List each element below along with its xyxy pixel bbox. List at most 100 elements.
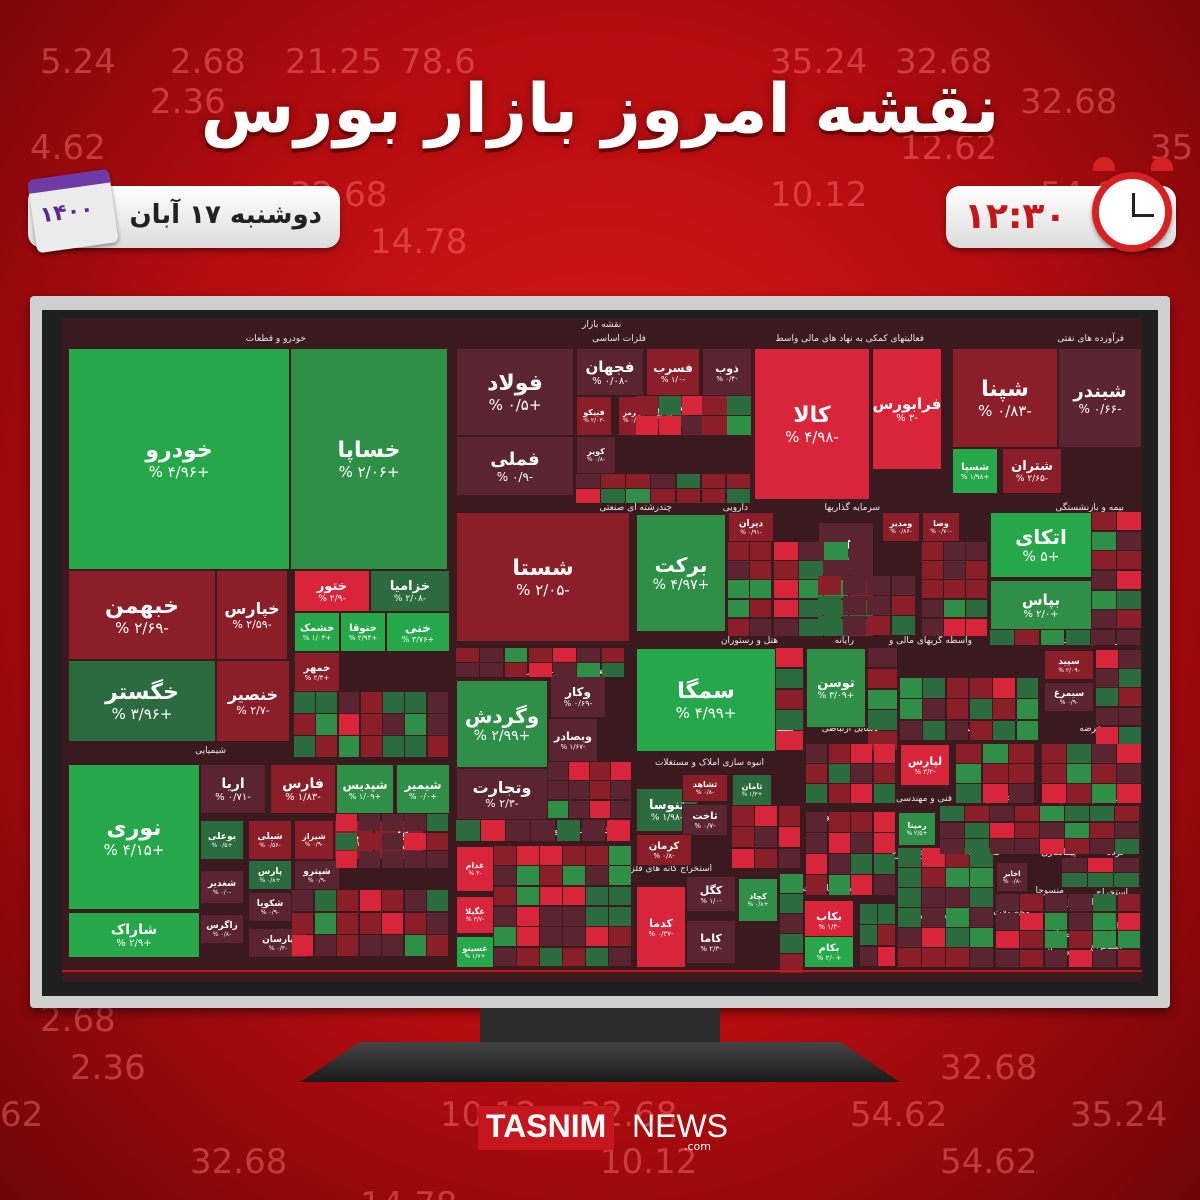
minor-stock-cell[interactable] [873,833,895,853]
minor-stock-cell[interactable] [504,663,528,677]
minor-stock-cell[interactable] [1115,839,1139,855]
minor-stock-cell[interactable] [750,561,771,579]
minor-stock-cell[interactable] [940,839,964,855]
minor-stock-cell[interactable] [1015,806,1039,822]
minor-stock-cell[interactable] [851,875,872,895]
minor-stock-cell[interactable] [774,599,798,618]
minor-stock-cell[interactable] [970,868,993,887]
minor-stock-cell[interactable] [780,934,803,953]
minor-stock-cell[interactable] [1040,806,1064,822]
minor-stock-cell[interactable] [456,663,479,677]
stock-tile[interactable]: نوری +۴/۱۵ % [68,764,200,910]
minor-stock-cell[interactable] [1044,931,1068,948]
minor-stock-cell[interactable] [990,839,1014,855]
stock-tile[interactable]: ذوب -۰/۴ % [702,348,752,396]
stock-tile[interactable]: شسپا +۱/۹۸ % [952,448,998,494]
minor-stock-cell[interactable] [676,489,701,503]
minor-stock-cell[interactable] [517,947,539,967]
minor-stock-cell[interactable] [1069,894,1092,911]
minor-stock-cell[interactable] [922,868,945,887]
minor-stock-cell[interactable] [540,866,562,886]
minor-stock-cell[interactable] [292,890,314,912]
minor-stock-cell[interactable] [891,576,915,595]
stock-tile[interactable]: بکاب -۱/۴ % [804,900,854,940]
minor-stock-cell[interactable] [1091,630,1116,645]
minor-stock-cell[interactable] [609,927,631,947]
minor-stock-cell[interactable] [898,868,921,887]
minor-stock-cell[interactable] [540,907,562,926]
minor-stock-cell[interactable] [1067,764,1091,783]
minor-stock-cell[interactable] [966,599,987,618]
minor-stock-cell[interactable] [873,744,895,763]
minor-stock-cell[interactable] [956,784,982,803]
minor-stock-cell[interactable] [337,890,359,912]
minor-stock-cell[interactable] [1020,894,1044,911]
minor-stock-cell[interactable] [1009,744,1035,763]
minor-stock-cell[interactable] [404,912,426,934]
minor-stock-cell[interactable] [1009,784,1035,803]
minor-stock-cell[interactable] [382,935,404,957]
stock-tile[interactable]: وصا -۰/۷۰ % [922,512,960,542]
minor-stock-cell[interactable] [517,907,539,926]
stock-tile[interactable]: کویر -۰/۸ % [576,436,616,474]
minor-stock-cell[interactable] [292,935,314,957]
minor-stock-cell[interactable] [494,866,516,886]
minor-stock-cell[interactable] [359,890,381,912]
stock-tile[interactable]: بکام +۲/۰ % [804,936,854,968]
minor-stock-cell[interactable] [563,907,585,926]
minor-stock-cell[interactable] [606,820,631,841]
minor-stock-cell[interactable] [1090,806,1114,822]
minor-stock-cell[interactable] [1015,630,1040,645]
minor-stock-cell[interactable] [806,875,827,895]
minor-stock-cell[interactable] [292,912,314,934]
minor-stock-cell[interactable] [427,692,449,713]
minor-stock-cell[interactable] [966,618,987,637]
minor-stock-cell[interactable] [1114,858,1139,872]
minor-stock-cell[interactable] [590,762,610,780]
minor-stock-cell[interactable] [1117,912,1141,930]
minor-stock-cell[interactable] [405,736,427,757]
minor-stock-cell[interactable] [970,908,993,927]
minor-stock-cell[interactable] [586,907,608,926]
minor-stock-cell[interactable] [828,744,850,763]
minor-stock-cell[interactable] [576,474,600,488]
minor-stock-cell[interactable] [506,820,530,841]
minor-stock-cell[interactable] [728,599,749,618]
minor-stock-cell[interactable] [553,663,576,677]
minor-stock-cell[interactable] [405,714,427,735]
stock-tile[interactable]: دیران -۰/۹۱ % [728,512,774,542]
minor-stock-cell[interactable] [993,699,1016,720]
minor-stock-cell[interactable] [540,927,562,947]
stock-tile[interactable]: ثامان +۱/۳ % [732,774,772,806]
minor-stock-cell[interactable] [842,576,866,595]
minor-stock-cell[interactable] [1016,678,1039,698]
minor-stock-cell[interactable] [1067,744,1091,763]
minor-stock-cell[interactable] [1093,931,1117,948]
minor-stock-cell[interactable] [818,596,841,615]
stock-tile[interactable]: سپید -۲/۰۹ % [1044,650,1094,680]
minor-stock-cell[interactable] [970,928,993,947]
minor-stock-cell[interactable] [581,820,606,841]
minor-stock-cell[interactable] [726,474,751,488]
stock-tile[interactable]: خزامیا -۲/۰۸ % [370,570,450,612]
minor-stock-cell[interactable] [626,489,650,503]
minor-stock-cell[interactable] [626,474,650,488]
minor-stock-cell[interactable] [970,678,992,698]
minor-stock-cell[interactable] [1088,858,1113,872]
minor-stock-cell[interactable] [946,699,969,720]
stock-tile[interactable]: شپترو -۰/۹ % [294,860,340,890]
stock-tile[interactable]: شکویا -۰/۹ % [248,892,292,922]
minor-stock-cell[interactable] [1115,806,1139,822]
stock-tile[interactable]: فولاد +۰/۵ % [456,348,574,436]
minor-stock-cell[interactable] [427,814,449,832]
minor-stock-cell[interactable] [456,820,480,841]
minor-stock-cell[interactable] [1040,630,1065,645]
minor-stock-cell[interactable] [1117,531,1141,550]
minor-stock-cell[interactable] [946,948,969,967]
minor-stock-cell[interactable] [970,699,992,720]
minor-stock-cell[interactable] [676,474,701,488]
stock-tile[interactable]: کگل -۱/۰ % [686,876,736,912]
minor-stock-cell[interactable] [922,599,943,618]
minor-stock-cell[interactable] [778,827,801,848]
minor-stock-cell[interactable] [611,800,631,819]
